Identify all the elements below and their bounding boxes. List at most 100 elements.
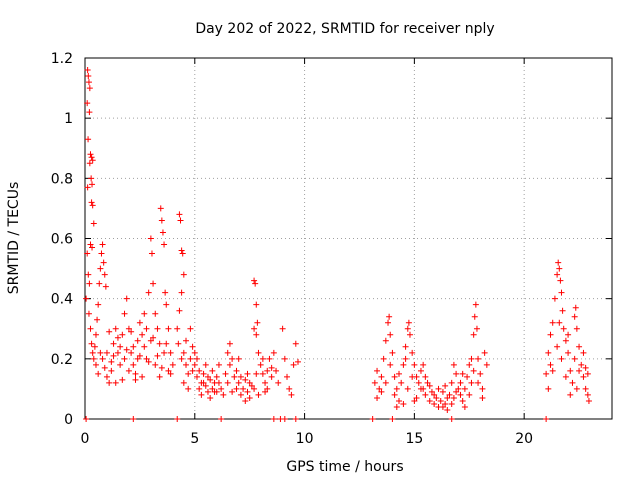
- data-point: [571, 355, 578, 362]
- data-point: [200, 370, 207, 377]
- data-point: [402, 343, 409, 350]
- data-point: [86, 85, 93, 92]
- data-point: [554, 343, 561, 350]
- data-point: [393, 385, 400, 392]
- data-point: [84, 250, 91, 257]
- data-point: [123, 295, 130, 302]
- data-point: [119, 331, 126, 338]
- data-point: [461, 403, 468, 410]
- data-point: [121, 355, 128, 362]
- data-point: [479, 385, 486, 392]
- data-point: [543, 370, 550, 377]
- axis-ticks: [84, 57, 612, 420]
- y-tick-labels: 0 0.2 0.4 0.6 0.8 1 1.2: [51, 51, 73, 428]
- data-point: [196, 385, 203, 392]
- data-point: [543, 416, 550, 422]
- data-point: [420, 361, 427, 368]
- data-point: [584, 370, 591, 377]
- data-point: [90, 355, 97, 362]
- data-point: [556, 319, 563, 326]
- data-point: [240, 385, 247, 392]
- data-point: [156, 373, 163, 380]
- data-point: [189, 367, 196, 374]
- data-point: [433, 394, 440, 401]
- data-point: [87, 241, 94, 248]
- data-point: [86, 280, 93, 287]
- plot-frame: [84, 57, 613, 420]
- data-point: [369, 416, 376, 422]
- data-point: [455, 385, 462, 392]
- data-point: [450, 394, 457, 401]
- data-point: [185, 370, 192, 377]
- data-point: [253, 370, 260, 377]
- data-point: [90, 220, 97, 227]
- data-point: [179, 250, 186, 257]
- data-point: [165, 325, 172, 332]
- data-point: [108, 358, 115, 365]
- data-point: [439, 388, 446, 395]
- data-point: [130, 343, 137, 350]
- data-point: [150, 280, 157, 287]
- data-point: [220, 391, 227, 398]
- data-point: [466, 391, 473, 398]
- data-point: [94, 316, 101, 323]
- data-point: [161, 349, 168, 356]
- data-point: [402, 355, 409, 362]
- data-point: [251, 325, 258, 332]
- data-point: [468, 355, 475, 362]
- data-point: [209, 367, 216, 374]
- data-point: [163, 340, 170, 347]
- data-point: [97, 265, 104, 272]
- data-point: [437, 397, 444, 404]
- data-point: [99, 241, 106, 248]
- data-point: [130, 416, 137, 422]
- data-point: [193, 373, 200, 380]
- data-point: [391, 373, 398, 380]
- data-point: [98, 250, 105, 257]
- data-point: [582, 364, 589, 371]
- data-point: [251, 277, 258, 284]
- data-point: [387, 361, 394, 368]
- data-point: [145, 289, 152, 296]
- data-point: [235, 355, 242, 362]
- data-point: [88, 154, 95, 161]
- data-point: [218, 416, 225, 422]
- data-point: [371, 379, 378, 386]
- data-point: [175, 340, 182, 347]
- data-point: [580, 349, 587, 356]
- x-axis-title: GPS time / hours: [286, 459, 403, 475]
- data-point: [585, 397, 592, 404]
- data-point: [435, 385, 442, 392]
- data-point: [87, 325, 94, 332]
- data-point: [226, 340, 233, 347]
- data-point: [89, 181, 96, 188]
- data-point: [233, 367, 240, 374]
- data-point: [292, 340, 299, 347]
- data-point: [431, 400, 438, 407]
- data-point: [97, 349, 104, 356]
- data-point: [176, 307, 183, 314]
- data-point: [270, 349, 277, 356]
- data-point: [286, 385, 293, 392]
- chart-title: Day 202 of 2022, SRMTID for receiver npl…: [195, 21, 494, 37]
- x-tick-label: 20: [515, 431, 533, 447]
- data-point: [229, 388, 236, 395]
- data-point: [378, 388, 385, 395]
- data-point: [426, 397, 433, 404]
- data-point: [224, 379, 231, 386]
- data-point: [264, 385, 271, 392]
- data-point: [152, 361, 159, 368]
- data-point: [110, 340, 117, 347]
- data-point: [156, 340, 163, 347]
- data-point: [132, 376, 139, 383]
- data-point: [196, 367, 203, 374]
- data-point: [562, 337, 569, 344]
- data-point: [96, 280, 103, 287]
- data-point: [422, 373, 429, 380]
- data-point: [147, 337, 154, 344]
- data-point: [470, 331, 477, 338]
- data-point: [86, 160, 93, 167]
- data-point: [400, 361, 407, 368]
- data-point: [479, 394, 486, 401]
